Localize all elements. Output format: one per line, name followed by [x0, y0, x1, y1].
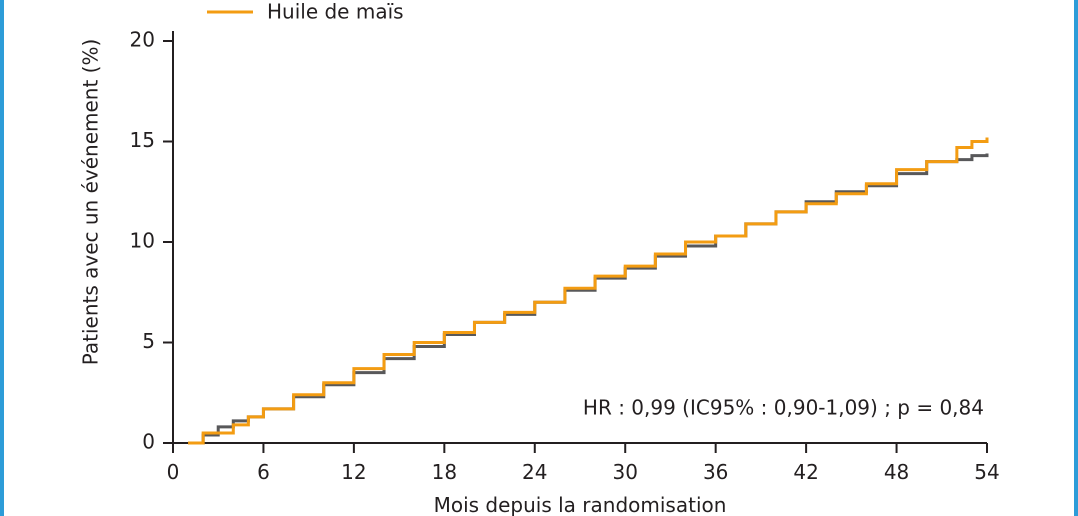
y-tick-label: 15: [130, 128, 155, 152]
x-tick-label: 12: [341, 460, 366, 484]
y-tick-label: 20: [130, 28, 155, 52]
y-tick-label: 10: [130, 229, 155, 253]
x-tick-label: 54: [974, 460, 999, 484]
frame-left: [0, 0, 4, 516]
x-tick-label: 42: [793, 460, 818, 484]
y-axis-label: Patients avec un événement (%): [79, 39, 103, 366]
x-tick-label: 18: [432, 460, 457, 484]
frame-right: [1074, 0, 1078, 516]
x-tick-label: 36: [703, 460, 728, 484]
y-tick-label: 5: [142, 329, 155, 353]
x-tick-label: 48: [884, 460, 909, 484]
x-tick-label: 24: [522, 460, 547, 484]
x-axis-label: Mois depuis la randomisation: [434, 493, 727, 516]
legend-label: Huile de maïs: [267, 0, 404, 24]
km-curve: [188, 137, 989, 445]
y-tick-label: 0: [142, 430, 155, 454]
x-tick-label: 6: [257, 460, 270, 484]
x-tick-label: 30: [612, 460, 637, 484]
x-tick-label: 0: [167, 460, 180, 484]
annotation: HR : 0,99 (IC95% : 0,90-1,09) ; p = 0,84: [583, 396, 984, 420]
